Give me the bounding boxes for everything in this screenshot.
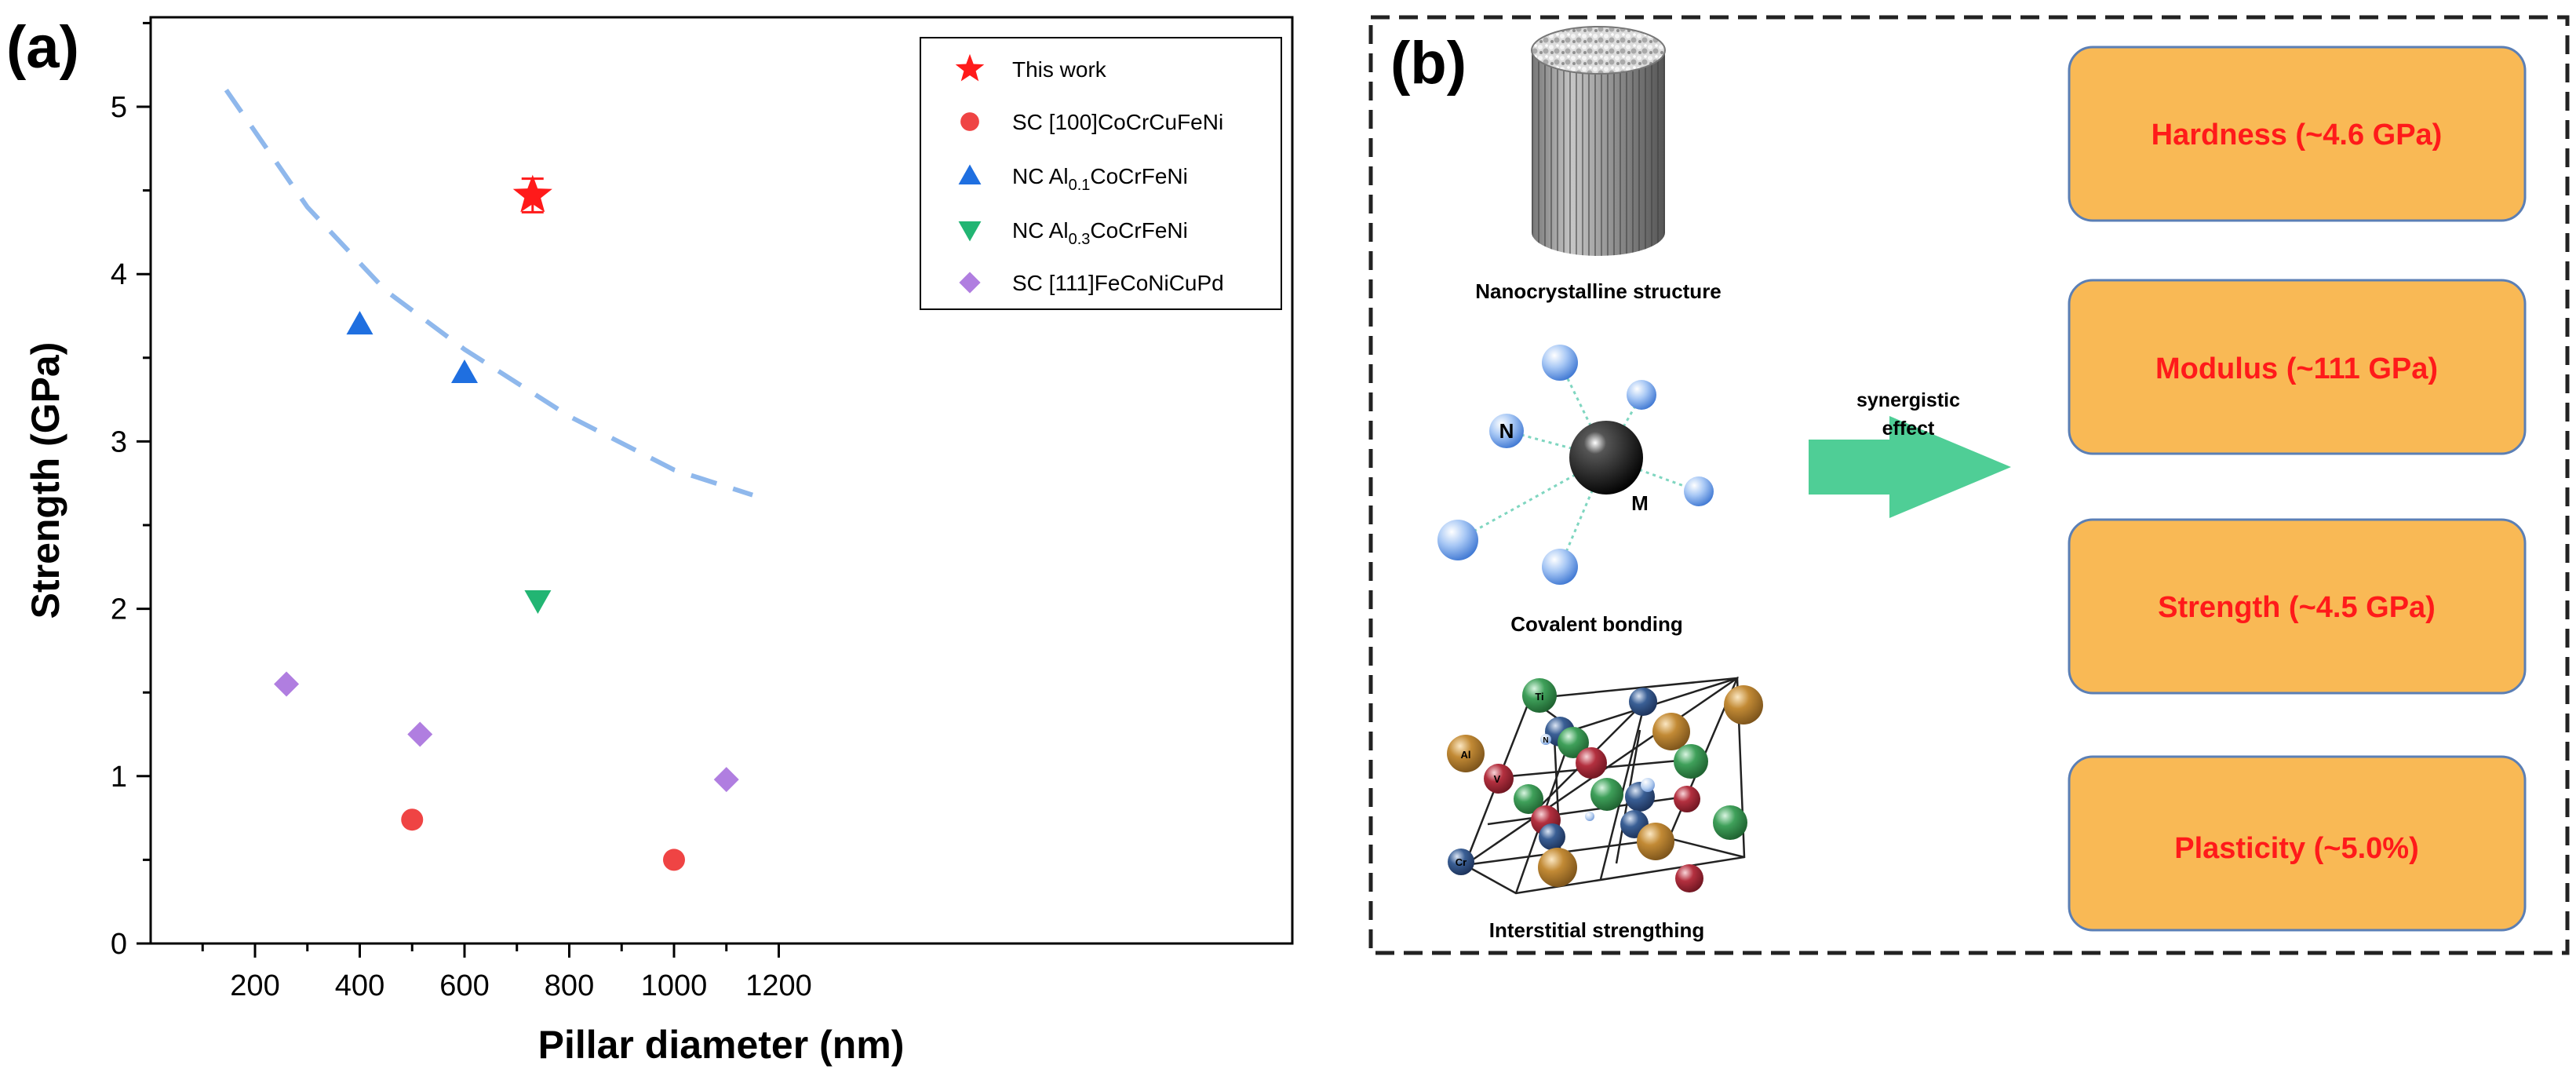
panel-a-label: (a) [6, 14, 79, 81]
atom-ball [1627, 380, 1656, 410]
data-point-diamond [274, 671, 300, 697]
atom-n-ball [1489, 414, 1524, 448]
data-point-triangle-down [524, 589, 552, 614]
trend-line [224, 88, 754, 498]
property-boxes: Hardness (~4.6 GPa) Modulus (~111 GPa) S… [2068, 46, 2527, 932]
legend-label: NC Al0.1CoCrFeNi [1012, 164, 1188, 194]
legend-box [920, 37, 1282, 310]
y-tick-label: 1 [111, 761, 127, 794]
legend-marker-diamond [959, 272, 981, 294]
x-tick-label: 200 [230, 969, 279, 1002]
y-tick-label: 4 [111, 258, 127, 291]
arrow-label-line1: synergistic [1856, 389, 1960, 411]
atom-ball [1542, 345, 1578, 381]
y-tick-label: 3 [111, 425, 127, 458]
atom-ball [1684, 476, 1714, 506]
data-point-diamond [713, 767, 739, 793]
legend-entries: This work SC [100]CoCrCuFeNi NC Al0.1CoCrF… [955, 53, 1224, 295]
pillar-top-grains [1531, 26, 1666, 75]
trend-layer [224, 88, 754, 498]
property-box-plasticity [2068, 755, 2527, 932]
legend-marker-triangle-up [958, 164, 982, 185]
legend: This work SC [100]CoCrCuFeNi NC Al0.1CoCrF… [920, 37, 1282, 310]
data-point-circle [663, 849, 685, 871]
data-point-triangle-up [346, 311, 373, 335]
covalent-bonding-illustration: N M [1437, 345, 1714, 585]
arrow-right-icon [1809, 416, 2011, 518]
synergistic-effect-arrow: synergistic effect [1809, 389, 2011, 518]
lattice-label-ti: Ti [1535, 691, 1543, 703]
plot-frame [149, 16, 1294, 945]
y-axis: 0 1 2 3 4 5 [111, 21, 151, 961]
y-tick-label: 0 [111, 928, 127, 961]
points-layer [274, 174, 739, 871]
property-box-hardness [2068, 46, 2527, 222]
legend-label: NC Al0.3CoCrFeNi [1012, 218, 1188, 248]
nanocrystalline-pillar-illustration [1531, 26, 1666, 256]
panel-a: (a) 200 400 600 800 1000 1200 0 1 2 3 4 5 Pillar d… [6, 14, 1294, 1067]
property-text-hardness: Hardness (~4.6 GPa) [2152, 119, 2443, 151]
x-tick-label: 1000 [641, 969, 708, 1002]
lattice-label-al: Al [1461, 749, 1471, 761]
property-box-modulus [2068, 279, 2527, 455]
data-point-star [512, 174, 552, 213]
x-axis-title: Pillar diameter (nm) [538, 1023, 905, 1067]
interstitial-lattice-illustration: Ti Al V N Cr [1447, 676, 1763, 895]
y-tick-label: 2 [111, 593, 127, 626]
arrow-label-line2: effect [1882, 418, 1935, 440]
x-tick-label: 1200 [745, 969, 812, 1002]
data-point-triangle-up [451, 359, 478, 383]
legend-label: SC [111]FeCoNiCuPd [1012, 271, 1224, 295]
data-point-circle [401, 808, 424, 831]
atom-m-ball [1569, 421, 1643, 495]
legend-marker-star [955, 53, 985, 82]
property-text-modulus: Modulus (~111 GPa) [2155, 352, 2438, 385]
lattice-label-v: V [1494, 773, 1501, 785]
lattice-label-cr: Cr [1456, 856, 1467, 868]
caption-nanocrystalline: Nanocrystalline structure [1475, 279, 1722, 303]
atom-ball [1542, 549, 1578, 585]
lattice-label-n: N [1543, 736, 1548, 745]
panel-b: (b) Nanocrystalline structure [1368, 15, 2570, 955]
property-text-strength: Strength (~4.5 GPa) [2158, 591, 2436, 624]
legend-label: This work [1012, 57, 1107, 82]
data-point-diamond [407, 721, 433, 747]
legend-label: SC [100]CoCrCuFeNi [1012, 110, 1223, 134]
x-tick-label: 400 [335, 969, 384, 1002]
caption-interstitial: Interstitial strengthing [1489, 918, 1704, 942]
legend-marker-circle [960, 112, 979, 131]
property-box-strength [2068, 518, 2527, 695]
panel-b-frame [1368, 15, 2570, 955]
y-tick-label: 5 [111, 91, 127, 124]
caption-covalent: Covalent bonding [1510, 612, 1683, 636]
atom-m-label: M [1631, 491, 1649, 515]
x-tick-label: 600 [439, 969, 489, 1002]
atom-ball [1437, 520, 1478, 560]
panel-b-label: (b) [1390, 30, 1467, 97]
legend-marker-triangle-down [958, 221, 982, 242]
property-text-plasticity: Plasticity (~5.0%) [2174, 832, 2419, 865]
x-tick-label: 800 [545, 969, 594, 1002]
atom-n-label: N [1499, 419, 1514, 443]
x-axis: 200 400 600 800 1000 1200 [201, 943, 812, 1002]
y-axis-title: Strength (GPa) [24, 342, 67, 619]
